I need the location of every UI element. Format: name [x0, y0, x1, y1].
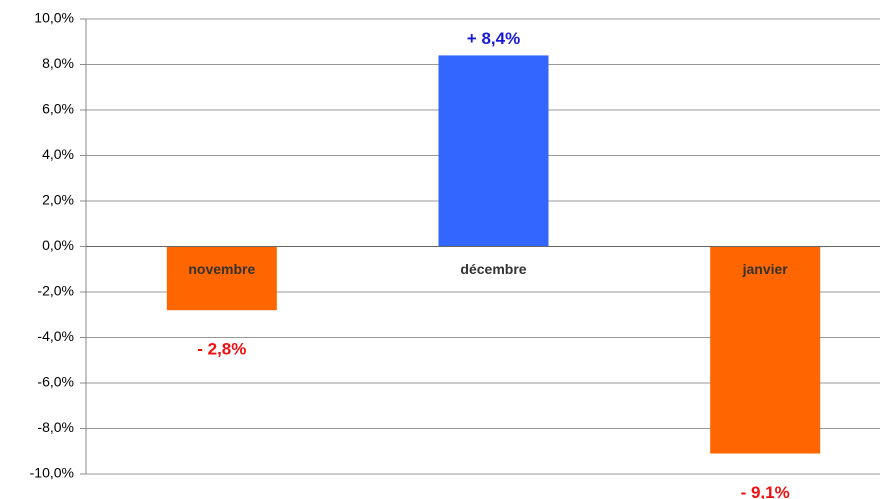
y-tick-label: -6,0% — [37, 374, 74, 390]
y-tick-label: 0,0% — [42, 237, 74, 253]
y-tick-label: 6,0% — [42, 101, 74, 117]
y-tick-label: -2,0% — [37, 283, 74, 299]
value-label: - 9,1% — [741, 483, 790, 499]
x-tick-label: novembre — [188, 261, 255, 277]
y-tick-label: -10,0% — [30, 465, 74, 481]
y-tick-label: 2,0% — [42, 192, 74, 208]
y-tick-label: 10,0% — [34, 10, 74, 26]
y-tick-label: 4,0% — [42, 146, 74, 162]
bar — [438, 55, 549, 247]
y-tick-label: -4,0% — [37, 328, 74, 344]
y-tick-label: -8,0% — [37, 419, 74, 435]
value-label: - 2,8% — [197, 340, 246, 359]
x-tick-label: janvier — [742, 261, 789, 277]
bar — [710, 246, 821, 454]
value-label: + 8,4% — [467, 29, 520, 48]
y-tick-label: 8,0% — [42, 55, 74, 71]
x-tick-label: décembre — [460, 261, 526, 277]
bar — [166, 246, 277, 311]
